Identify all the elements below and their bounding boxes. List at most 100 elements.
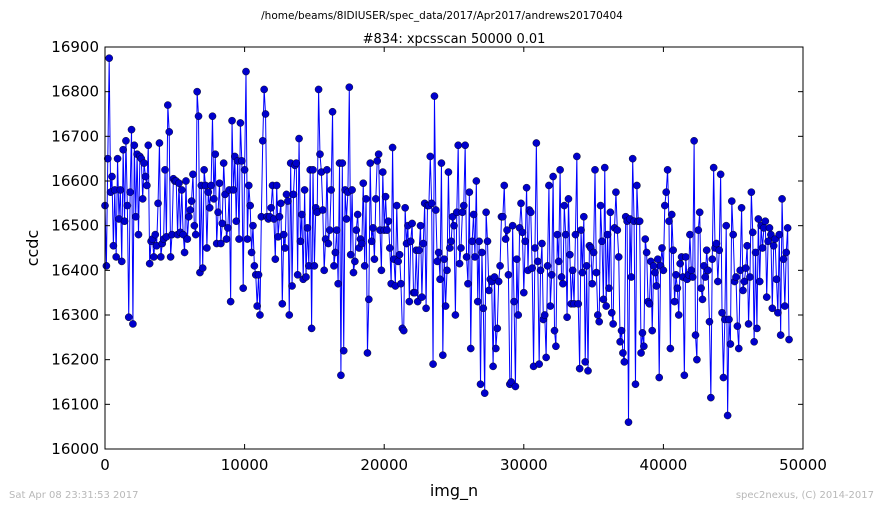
data-point (768, 304, 777, 313)
data-point (600, 163, 609, 172)
data-point (546, 302, 555, 310)
data-point (127, 125, 136, 134)
data-point (754, 215, 763, 223)
data-point (373, 157, 382, 165)
y-tick-label: 16800 (51, 83, 99, 101)
data-point (733, 322, 742, 330)
data-point (466, 344, 475, 353)
data-point (545, 181, 553, 190)
data-point (580, 212, 588, 221)
file-path-header: /home/beams/8IDIUSER/spec_data/2017/Apr2… (261, 10, 623, 22)
data-point (633, 181, 641, 190)
data-point (503, 226, 511, 234)
data-point (554, 257, 563, 266)
data-point (561, 230, 570, 239)
y-tick-label: 16700 (51, 127, 99, 145)
data-point (378, 168, 387, 176)
data-point (415, 246, 423, 255)
data-point (279, 230, 288, 239)
data-point (222, 235, 231, 243)
x-axis: 0 10000 20000 30000 40000 50000 (100, 47, 827, 474)
data-point (411, 288, 419, 297)
data-point (200, 166, 208, 174)
data-point (563, 313, 571, 322)
data-point (228, 116, 236, 125)
data-point (381, 192, 390, 201)
data-point (120, 217, 129, 225)
data-point (388, 143, 397, 152)
data-point (370, 255, 379, 263)
data-point (418, 293, 426, 301)
data-point (441, 302, 450, 310)
data-point (138, 195, 147, 203)
data-point (538, 239, 546, 248)
data-point (395, 250, 404, 259)
data-point (617, 326, 626, 335)
x-tick-label: 40000 (640, 456, 688, 474)
data-point (465, 188, 474, 196)
data-point (394, 257, 402, 266)
data-point (461, 141, 469, 150)
data-point (281, 244, 289, 252)
data-point (602, 302, 610, 310)
data-point (349, 268, 358, 277)
data-point (175, 179, 183, 188)
y-tick-label: 16100 (51, 395, 99, 413)
data-point (267, 203, 275, 212)
data-point (645, 300, 654, 308)
data-point (728, 197, 736, 205)
data-point (348, 186, 356, 194)
data-point (631, 380, 640, 389)
data-point (219, 159, 228, 167)
data-point (480, 389, 489, 397)
data-point (419, 239, 428, 248)
plot-series (101, 54, 793, 427)
data-point (447, 237, 456, 246)
data-point (232, 217, 241, 225)
data-point (640, 342, 648, 351)
data-point (318, 206, 327, 214)
data-point (658, 244, 666, 252)
y-tick-label: 16000 (51, 440, 99, 458)
data-point (443, 266, 451, 275)
data-point (303, 224, 312, 232)
data-point (614, 253, 623, 261)
data-point (211, 150, 220, 158)
data-point (165, 128, 174, 136)
data-point (765, 224, 774, 232)
data-point (277, 199, 285, 208)
data-point (712, 239, 721, 248)
data-point (184, 212, 193, 221)
data-point (328, 107, 337, 116)
data-point (332, 226, 341, 234)
y-tick-label: 16600 (51, 172, 99, 190)
data-point (651, 268, 659, 277)
data-point (450, 221, 458, 230)
data-point (130, 141, 139, 150)
data-point (704, 266, 712, 275)
data-point (547, 270, 556, 279)
data-point (292, 159, 301, 167)
data-point (295, 134, 303, 143)
data-point (549, 172, 557, 181)
data-point (698, 295, 707, 304)
data-point (564, 195, 573, 203)
data-point (346, 250, 355, 259)
data-point (122, 136, 130, 145)
data-point (150, 253, 158, 261)
data-point (366, 159, 375, 167)
data-point (595, 317, 603, 326)
data-point (575, 364, 584, 373)
data-point (522, 183, 531, 192)
data-point (468, 237, 476, 246)
data-point (606, 208, 615, 217)
data-point (377, 266, 386, 275)
data-point (510, 297, 518, 306)
y-tick-label: 16400 (51, 261, 99, 279)
data-point (444, 168, 453, 176)
data-point (734, 344, 743, 353)
data-point (746, 273, 754, 281)
data-point (208, 112, 217, 121)
data-point (494, 277, 503, 286)
